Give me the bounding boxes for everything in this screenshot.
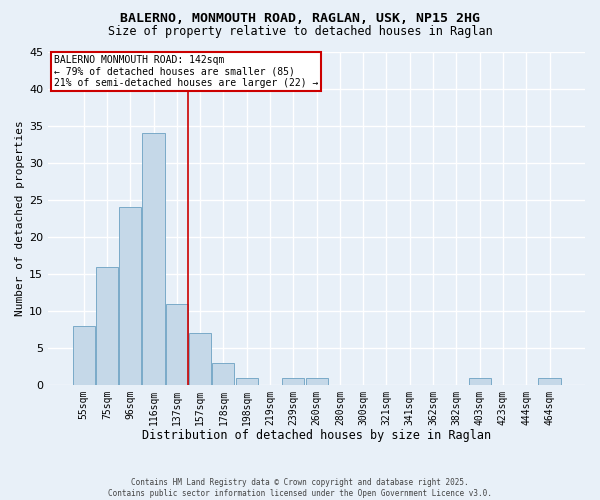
Text: BALERNO MONMOUTH ROAD: 142sqm
← 79% of detached houses are smaller (85)
21% of s: BALERNO MONMOUTH ROAD: 142sqm ← 79% of d…: [53, 55, 318, 88]
Bar: [73, 326, 95, 385]
Text: BALERNO, MONMOUTH ROAD, RAGLAN, USK, NP15 2HG: BALERNO, MONMOUTH ROAD, RAGLAN, USK, NP1…: [120, 12, 480, 26]
Bar: [469, 378, 491, 385]
X-axis label: Distribution of detached houses by size in Raglan: Distribution of detached houses by size …: [142, 430, 491, 442]
Text: Size of property relative to detached houses in Raglan: Size of property relative to detached ho…: [107, 25, 493, 38]
Bar: [96, 266, 118, 385]
Bar: [212, 363, 235, 385]
Text: Contains HM Land Registry data © Crown copyright and database right 2025.
Contai: Contains HM Land Registry data © Crown c…: [108, 478, 492, 498]
Bar: [189, 334, 211, 385]
Bar: [538, 378, 560, 385]
Bar: [119, 207, 141, 385]
Bar: [142, 133, 164, 385]
Bar: [166, 304, 188, 385]
Y-axis label: Number of detached properties: Number of detached properties: [15, 120, 25, 316]
Bar: [305, 378, 328, 385]
Bar: [236, 378, 258, 385]
Bar: [282, 378, 304, 385]
